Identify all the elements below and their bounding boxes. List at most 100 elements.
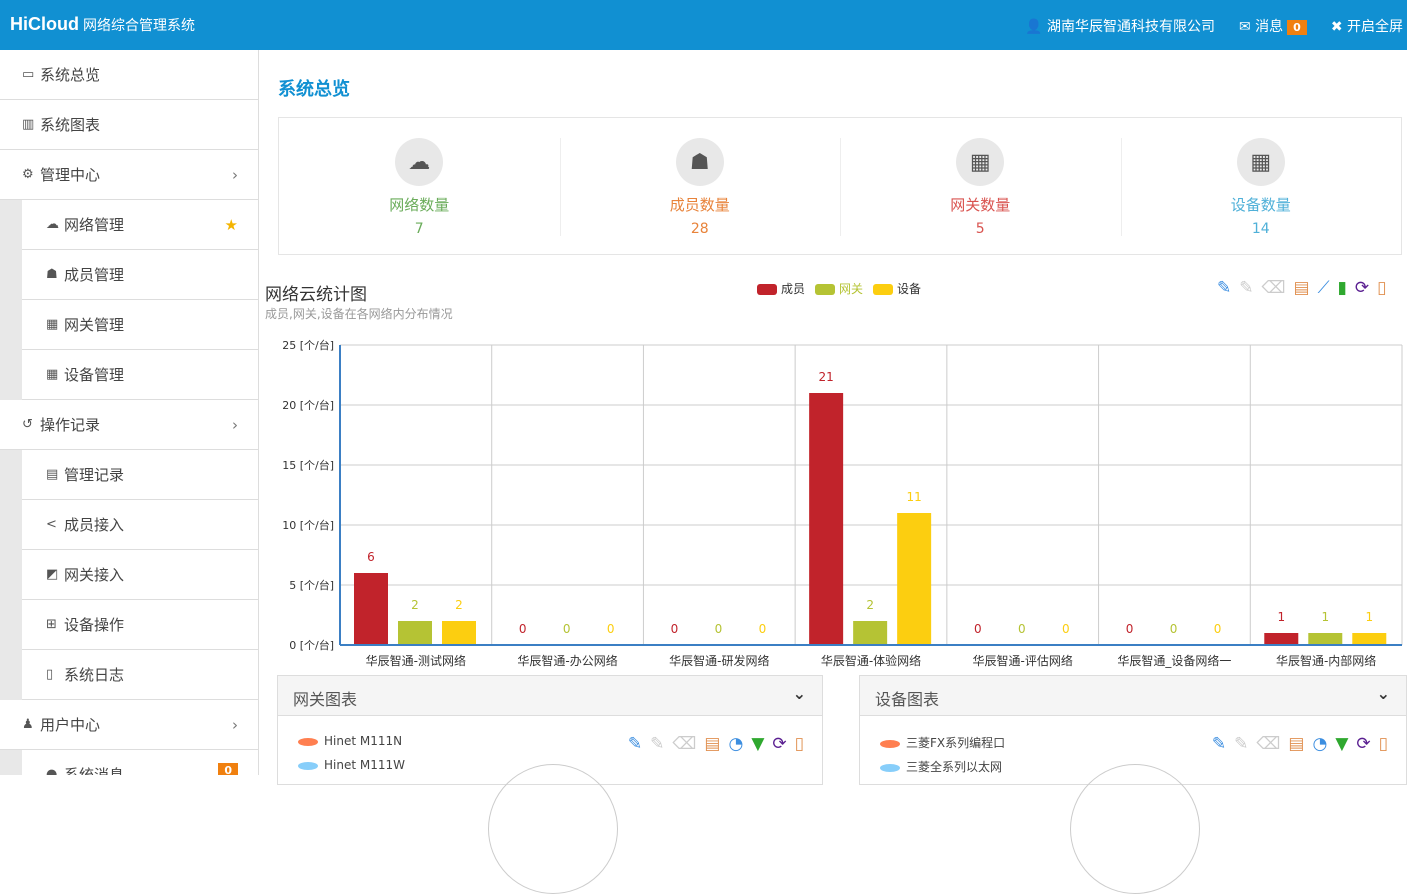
chevron-down-icon[interactable]: ⌄ [792,684,806,703]
bar [1308,633,1343,645]
sidebar-item-9[interactable]: < 成员接入 [22,500,258,550]
data-label: 1 [1277,610,1285,624]
legend-swatch [757,284,777,295]
chevron-down-icon[interactable]: ⌄ [1376,684,1390,703]
data-label: 0 [671,622,679,636]
panel-title: 设备图表 [875,690,940,709]
star-icon[interactable]: ★ [224,215,238,234]
sidebar-item-label: 网关接入 [64,566,125,584]
mark-icon[interactable]: ✎ [627,734,643,754]
data-view-icon[interactable]: ▤ [1293,278,1310,298]
refresh-icon[interactable]: ⟳ [1354,278,1370,298]
data-label: 6 [367,550,375,564]
mark-icon[interactable]: ✎ [1211,734,1227,754]
panel-title: 网关图表 [293,690,358,709]
stat-value: 7 [414,221,424,237]
save-image-icon[interactable]: ▯ [1378,734,1388,754]
messages-button[interactable]: ✉ 消息 0 [1239,16,1307,36]
mark-undo-icon[interactable]: ✎ [1239,278,1254,298]
file-icon: ▤ [46,467,59,482]
bar [1352,633,1387,645]
messages-label: 消息 [1255,19,1284,35]
sidebar-badge: 0 [218,763,238,775]
sitemap-icon: ☗ [46,267,58,282]
sidebar-item-2[interactable]: ⚙ 管理中心 › [0,150,258,200]
legend-label: 网关 [839,282,864,296]
legend-item[interactable]: 成员 [757,280,805,297]
x-tick-label: 华辰智通-研发网络 [669,653,769,668]
data-view-icon[interactable]: ▤ [704,734,721,754]
sidebar-item-5[interactable]: ▦ 网关管理 [22,300,258,350]
main-content: 系统总览 ☁ 网络数量 7 ☗ 成员数量 28 ▦ 网关数量 5 ▦ 设备数量 14 网络云统计图 成… [260,50,1407,894]
legend-item[interactable]: 设备 [873,280,921,297]
legend-label: 设备 [897,282,922,296]
mark-clear-icon[interactable]: ⌫ [672,734,697,754]
legend-item[interactable]: 网关 [815,280,863,297]
sidebar-item-3[interactable]: ☁ 网络管理 ★ [22,200,258,250]
plus-square-icon: ⊞ [46,617,57,632]
share-icon: < [46,517,57,532]
cloud-icon: ☁ [395,138,444,186]
legend-label: Hinet M111W [324,758,405,772]
panel-header[interactable]: 网关图表 ⌄ [278,676,822,716]
sidebar-item-1[interactable]: ▥ 系统图表 [0,100,258,150]
mark-clear-icon[interactable]: ⌫ [1256,734,1281,754]
sidebar: ▭ 系统总览 ▥ 系统图表 ⚙ 管理中心 › ☁ 网络管理 ★ ☗ 成员管理 ▦ 网关管理 ▦ 设备管理 ↺ 操作… [0,50,259,775]
legend-item[interactable]: 三菱FX系列编程口 [880,734,1005,751]
mark-clear-icon[interactable]: ⌫ [1261,278,1286,298]
stat-label: 网关数量 [950,196,1011,214]
x-tick-label: 华辰智通_设备网络一 [1117,653,1231,668]
legend-swatch [298,761,318,770]
page-title: 系统总览 [278,79,350,100]
cloud-icon: ☁ [46,217,59,232]
sidebar-item-10[interactable]: ◩ 网关接入 [22,550,258,600]
chart-title: 网络云统计图 [265,285,367,305]
refresh-icon[interactable]: ⟳ [772,734,787,754]
line-chart-icon[interactable]: ⟋ [1317,278,1330,298]
brand-logo[interactable]: HiCloud 网络综合管理系统 [10,14,195,35]
sidebar-item-4[interactable]: ☗ 成员管理 [22,250,258,300]
sidebar-item-12[interactable]: ▯ 系统日志 [22,650,258,700]
fullscreen-button[interactable]: ✖ 开启全屏 [1331,16,1403,36]
legend-item[interactable]: Hinet M111N [298,734,402,748]
desktop-icon: ▭ [22,67,35,82]
company-link[interactable]: 👤 湖南华辰智通科技有限公司 [1025,16,1215,36]
sidebar-item-0[interactable]: ▭ 系统总览 [0,50,258,100]
sidebar-item-label: 成员接入 [64,516,125,534]
expand-icon: ✖ [1330,19,1343,35]
sidebar-item-7[interactable]: ↺ 操作记录 › [0,400,258,450]
sidebar-item-13[interactable]: ♟ 用户中心 › [0,700,258,750]
stat-value: 14 [1251,221,1270,237]
sidebar-item-label: 管理中心 [40,166,101,184]
pie-icon[interactable]: ◔ [728,734,744,754]
sidebar-item-14[interactable]: ● 系统消息 0 [22,750,258,775]
refresh-icon[interactable]: ⟳ [1356,734,1371,754]
legend-item[interactable]: 三菱全系列以太网 [880,758,1002,775]
panel-header[interactable]: 设备图表 ⌄ [860,676,1406,716]
data-label: 0 [1126,622,1134,636]
mark-undo-icon[interactable]: ✎ [1234,734,1249,754]
envelope-icon: ✉ [1238,19,1251,35]
data-label: 0 [759,622,767,636]
funnel-icon[interactable]: ▼ [1335,734,1349,754]
bell-icon: ● [46,767,58,775]
panel-toolbox: ✎ ✎ ⌫ ▤ ◔ ▼ ⟳ ▯ [1212,734,1388,754]
funnel-icon[interactable]: ▼ [751,734,765,754]
sidebar-item-11[interactable]: ⊞ 设备操作 [22,600,258,650]
pie-icon[interactable]: ◔ [1312,734,1328,754]
mark-icon[interactable]: ✎ [1217,278,1232,298]
panel-toolbox: ✎ ✎ ⌫ ▤ ◔ ▼ ⟳ ▯ [628,734,804,754]
save-image-icon[interactable]: ▯ [794,734,804,754]
legend-item[interactable]: Hinet M111W [298,758,405,772]
data-label: 2 [455,598,463,612]
bar [442,621,476,645]
sidebar-item-8[interactable]: ▤ 管理记录 [22,450,258,500]
sidebar-item-label: 系统日志 [64,666,125,684]
cogs-icon: ⚙ [22,167,34,182]
sidebar-item-6[interactable]: ▦ 设备管理 [22,350,258,400]
bar-chart-icon[interactable]: ▮ [1337,278,1347,298]
data-view-icon[interactable]: ▤ [1288,734,1305,754]
mark-undo-icon[interactable]: ✎ [650,734,665,754]
save-image-icon[interactable]: ▯ [1377,278,1387,298]
chevron-right-icon: › [232,715,238,734]
